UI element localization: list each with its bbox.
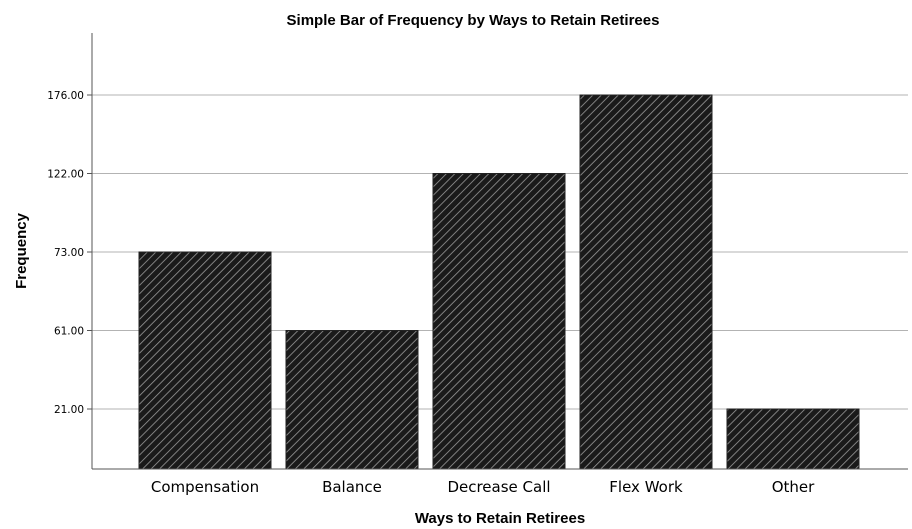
bar-balance bbox=[285, 330, 419, 470]
y-tick-label: 176.00 bbox=[47, 90, 84, 102]
bar-decrease-call bbox=[432, 173, 566, 470]
x-tick-label: Decrease Call bbox=[447, 478, 550, 496]
y-tick-label: 73.00 bbox=[54, 247, 84, 259]
x-tick-label: Balance bbox=[322, 478, 382, 496]
y-tick-label: 21.00 bbox=[54, 404, 84, 416]
bar-compensation bbox=[138, 251, 272, 470]
x-axis-title: Ways to Retain Retirees bbox=[415, 510, 585, 527]
x-tick-label: Other bbox=[772, 478, 815, 496]
chart-title: Simple Bar of Frequency by Ways to Retai… bbox=[287, 12, 660, 29]
x-tick-label: Flex Work bbox=[609, 478, 683, 496]
y-tick-label: 61.00 bbox=[54, 326, 84, 338]
y-axis-ticks: 21.00 61.00 73.00 122.00 176.00 bbox=[47, 90, 92, 416]
bars bbox=[138, 94, 860, 470]
x-tick-label: Compensation bbox=[151, 478, 259, 496]
y-tick-label: 122.00 bbox=[47, 169, 84, 181]
x-axis-ticks: Compensation Balance Decrease Call Flex Wor… bbox=[151, 478, 815, 496]
bar-other bbox=[726, 408, 860, 470]
y-axis-title: Frequency bbox=[13, 212, 30, 289]
bar-flex-work bbox=[579, 94, 713, 470]
